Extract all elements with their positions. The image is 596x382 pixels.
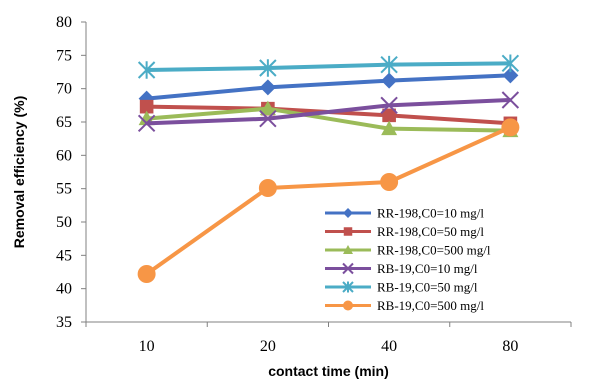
x-tick-label: 80	[502, 338, 518, 355]
legend-marker	[343, 245, 353, 254]
y-tick-label: 35	[56, 314, 72, 331]
y-tick-label: 40	[56, 281, 72, 298]
x-tick-label: 20	[260, 338, 276, 355]
data-point	[380, 55, 398, 74]
legend-label: RR-198,C0=10 mg/l	[377, 206, 484, 221]
legend-entry: RR-198,C0=500 mg/l	[325, 243, 491, 258]
series-line	[146, 61, 511, 72]
legend-entry: RR-198,C0=10 mg/l	[325, 206, 484, 221]
data-point	[502, 67, 519, 84]
data-point	[259, 59, 277, 77]
series-0	[138, 67, 519, 107]
data-point	[380, 173, 399, 191]
series-line	[145, 125, 512, 276]
series-3	[137, 91, 520, 133]
legend-entry: RB-19,C0=500 mg/l	[325, 298, 484, 313]
y-tick-label: 60	[56, 147, 72, 164]
tick-labels: 35 40 45 50 55 60 65 70 75 80 10 20 40 80	[56, 14, 518, 355]
data-point	[501, 54, 520, 73]
legend-label: RB-19,C0=50 mg/l	[377, 280, 478, 295]
data-point	[381, 120, 398, 136]
y-tick-label: 50	[56, 214, 72, 231]
data-point	[137, 114, 156, 133]
legend-marker	[342, 262, 354, 275]
data-point	[501, 91, 520, 109]
series-line	[146, 98, 511, 126]
y-tick-label: 70	[56, 81, 72, 98]
series-lines	[137, 54, 520, 283]
data-point	[259, 100, 276, 116]
series-4	[137, 54, 520, 79]
legend-entry: RB-19,C0=10 mg/l	[325, 261, 478, 276]
y-axis-title: Removal efficiency (%)	[11, 96, 27, 249]
x-tick-label: 10	[139, 338, 155, 355]
y-tick-label: 65	[56, 114, 72, 131]
legend-marker	[343, 227, 353, 236]
legend-marker	[343, 300, 353, 311]
data-point	[137, 61, 156, 79]
data-point	[259, 79, 276, 96]
data-point	[382, 108, 396, 123]
data-point	[259, 109, 277, 128]
data-point	[381, 72, 398, 89]
legend: RR-198,C0=10 mg/l RR-198,C0=50 mg/l RR-198…	[325, 206, 491, 313]
legend-label: RR-198,C0=500 mg/l	[377, 243, 491, 258]
axes	[81, 21, 572, 327]
legend-entry: RB-19,C0=50 mg/l	[325, 280, 478, 295]
x-axis-title: contact time (min)	[268, 363, 389, 379]
data-point	[139, 99, 154, 114]
series-line	[146, 106, 511, 133]
data-point	[501, 118, 520, 137]
legend-entry: RR-198,C0=50 mg/l	[325, 224, 484, 239]
y-tick-label: 45	[56, 247, 72, 264]
data-point	[137, 265, 156, 283]
y-tick-label: 55	[56, 181, 72, 198]
x-tick-label: 40	[381, 338, 397, 355]
legend-marker	[342, 281, 354, 293]
y-tick-label: 80	[56, 14, 72, 31]
series-5	[137, 118, 520, 283]
y-tick-label: 75	[56, 47, 72, 64]
data-point	[258, 179, 277, 197]
legend-label: RR-198,C0=50 mg/l	[377, 224, 484, 239]
legend-label: RB-19,C0=500 mg/l	[377, 298, 484, 313]
legend-marker	[343, 208, 353, 218]
data-point	[380, 96, 398, 115]
legend-label: RB-19,C0=10 mg/l	[377, 261, 478, 276]
series-line	[146, 73, 511, 101]
